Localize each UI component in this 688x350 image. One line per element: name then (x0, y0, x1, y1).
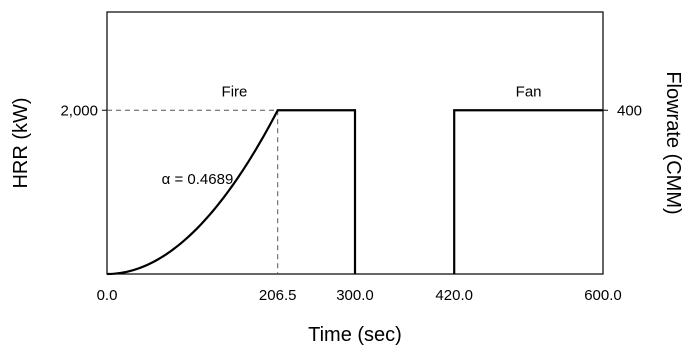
annotation-group: α = 0.4689 (162, 171, 234, 188)
series-labels: Fire Fan (222, 83, 542, 100)
x-tick-label: 206.5 (259, 287, 297, 304)
y-axis-left-label: HRR (kW) (10, 97, 32, 188)
y-left-tick-label: 2,000 (60, 102, 98, 119)
series-label-fan: Fan (516, 83, 542, 100)
guide-lines (107, 109, 279, 274)
x-tick-label: 600.0 (584, 287, 622, 304)
series-line-fire (106, 109, 357, 276)
series-label-fire: Fire (222, 83, 248, 100)
series-group (106, 109, 603, 276)
series-line-fan (453, 109, 603, 274)
tick-labels: 0.0 206.5 300.0 420.0 600.0 2,000 400 (60, 102, 642, 304)
y-axis-right-label: Flowrate (CMM) (662, 71, 684, 214)
x-tick-label: 0.0 (97, 287, 118, 304)
x-tick-label: 300.0 (336, 287, 374, 304)
annotation-alpha: α = 0.4689 (162, 171, 234, 188)
y-right-tick-label: 400 (617, 102, 642, 119)
x-axis-label: Time (sec) (308, 324, 402, 346)
x-tick-label: 420.0 (435, 287, 473, 304)
